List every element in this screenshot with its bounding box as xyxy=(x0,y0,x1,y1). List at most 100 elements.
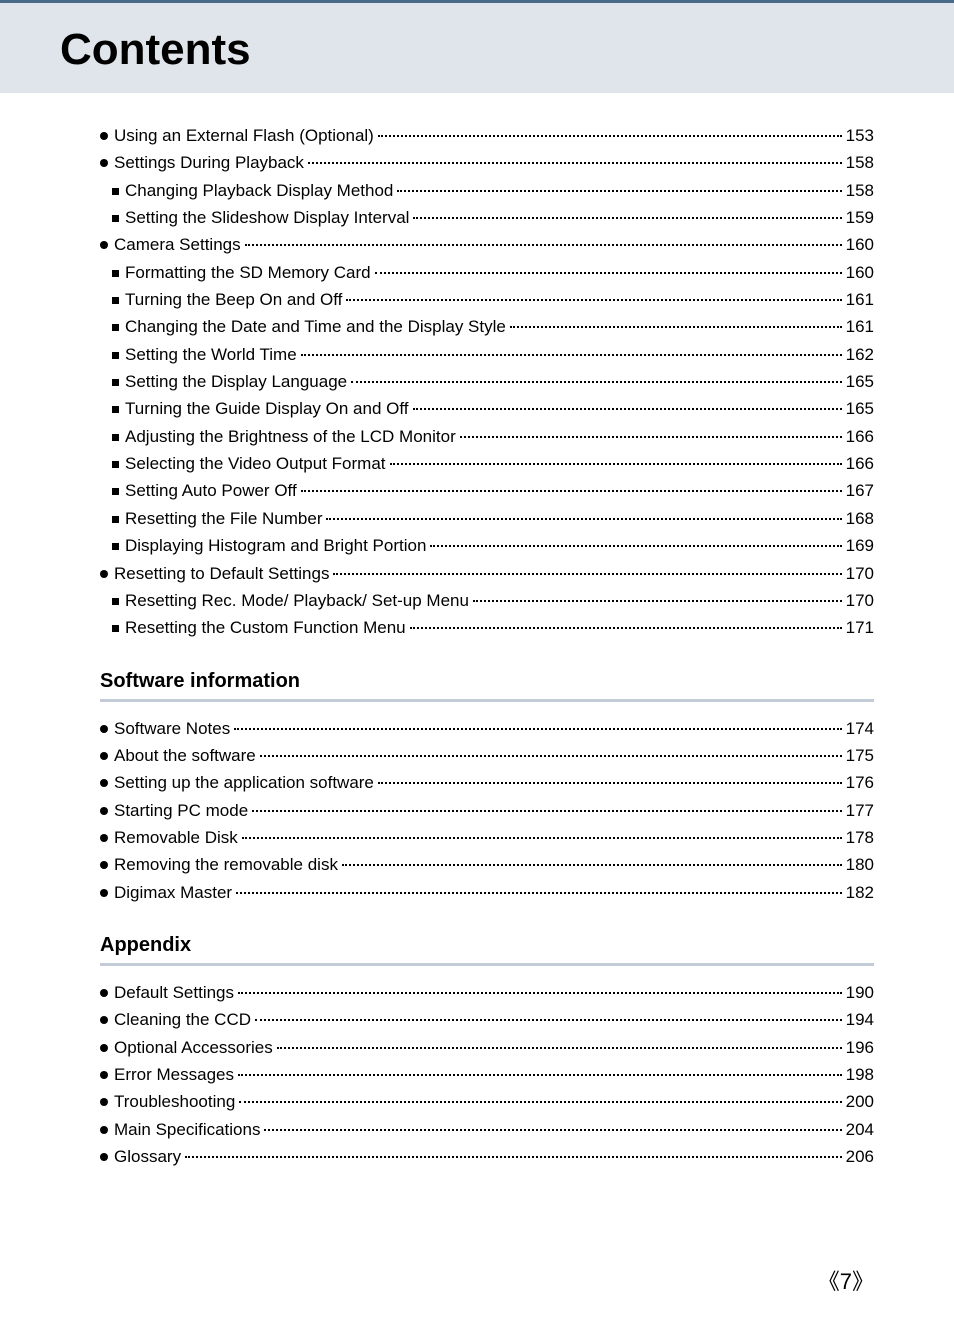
toc-page-number: 177 xyxy=(846,798,874,824)
toc-page-number: 175 xyxy=(846,743,874,769)
toc-label: Changing Playback Display Method xyxy=(125,178,393,204)
toc-page-number: 196 xyxy=(846,1035,874,1061)
bullet-round-icon xyxy=(100,779,108,787)
toc-page-number: 171 xyxy=(846,615,874,641)
toc-page-number: 180 xyxy=(846,852,874,878)
bullet-square-icon xyxy=(112,324,119,331)
bullet-round-icon xyxy=(100,1016,108,1024)
bullet-round-icon xyxy=(100,159,108,167)
toc-leader-dots xyxy=(238,1074,842,1076)
toc-page-number: 169 xyxy=(846,533,874,559)
angle-bracket-left: 《 xyxy=(818,1269,840,1294)
toc-line: Main Specifications 204 xyxy=(100,1117,874,1143)
toc-leader-dots xyxy=(326,518,841,520)
toc-leader-dots xyxy=(255,1019,842,1021)
toc-line: Displaying Histogram and Bright Portion1… xyxy=(100,533,874,559)
toc-label: Error Messages xyxy=(114,1062,234,1088)
toc-label: Turning the Guide Display On and Off xyxy=(125,396,409,422)
toc-page-number: 158 xyxy=(846,150,874,176)
toc-leader-dots xyxy=(378,782,842,784)
toc-leader-dots xyxy=(346,299,841,301)
bullet-round-icon xyxy=(100,989,108,997)
toc-page-number: 178 xyxy=(846,825,874,851)
toc-label: Cleaning the CCD xyxy=(114,1007,251,1033)
toc-leader-dots xyxy=(351,381,842,383)
toc-label: Troubleshooting xyxy=(114,1089,235,1115)
bullet-square-icon xyxy=(112,379,119,386)
bullet-round-icon xyxy=(100,241,108,249)
bullet-round-icon xyxy=(100,1153,108,1161)
toc-page-number: 160 xyxy=(846,232,874,258)
toc-line: Formatting the SD Memory Card160 xyxy=(100,260,874,286)
toc-line: Resetting to Default Settings170 xyxy=(100,561,874,587)
toc-label: Setting the Display Language xyxy=(125,369,347,395)
toc-page-number: 167 xyxy=(846,478,874,504)
toc-line: Resetting Rec. Mode/ Playback/ Set-up Me… xyxy=(100,588,874,614)
bullet-square-icon xyxy=(112,488,119,495)
toc-page-number: 206 xyxy=(846,1144,874,1170)
toc-leader-dots xyxy=(413,217,841,219)
toc-page-number: 200 xyxy=(846,1089,874,1115)
page-title: Contents xyxy=(60,25,894,75)
toc-label: Setting the Slideshow Display Interval xyxy=(125,205,409,231)
toc-leader-dots xyxy=(234,728,841,730)
toc-line: Software Notes174 xyxy=(100,716,874,742)
toc-line: Removing the removable disk180 xyxy=(100,852,874,878)
toc-leader-dots xyxy=(342,864,842,866)
toc-page-number: 182 xyxy=(846,880,874,906)
toc-label: Main Specifications xyxy=(114,1117,260,1143)
toc-line: Resetting the File Number168 xyxy=(100,506,874,532)
bullet-square-icon xyxy=(112,188,119,195)
section-title-appendix: Appendix xyxy=(100,934,874,957)
toc-main-list: Using an External Flash (Optional)153Set… xyxy=(100,123,874,642)
toc-line: Settings During Playback 158 xyxy=(100,150,874,176)
toc-leader-dots xyxy=(375,272,842,274)
bullet-round-icon xyxy=(100,1044,108,1052)
section-title-software: Software information xyxy=(100,670,874,693)
content-area: Using an External Flash (Optional)153Set… xyxy=(0,93,954,1170)
page-number: 《7》 xyxy=(818,1264,874,1296)
toc-label: Default Settings xyxy=(114,980,234,1006)
toc-page-number: 166 xyxy=(846,424,874,450)
toc-page-number: 198 xyxy=(846,1062,874,1088)
toc-page-number: 170 xyxy=(846,588,874,614)
bullet-round-icon xyxy=(100,132,108,140)
toc-label: Settings During Playback xyxy=(114,150,304,176)
toc-line: Cleaning the CCD 194 xyxy=(100,1007,874,1033)
toc-page-number: 160 xyxy=(846,260,874,286)
toc-label: Digimax Master xyxy=(114,880,232,906)
toc-label: Adjusting the Brightness of the LCD Moni… xyxy=(125,424,456,450)
toc-label: Setting Auto Power Off xyxy=(125,478,297,504)
toc-label: About the software xyxy=(114,743,256,769)
toc-page-number: 161 xyxy=(846,314,874,340)
bullet-square-icon xyxy=(112,543,119,550)
bullet-square-icon xyxy=(112,215,119,222)
page-number-value: 7 xyxy=(840,1269,852,1294)
toc-label: Using an External Flash (Optional) xyxy=(114,123,374,149)
bullet-round-icon xyxy=(100,889,108,897)
toc-leader-dots xyxy=(510,326,842,328)
toc-label: Software Notes xyxy=(114,716,230,742)
bullet-square-icon xyxy=(112,461,119,468)
toc-line: Setting the Slideshow Display Interval 15… xyxy=(100,205,874,231)
toc-label: Resetting to Default Settings xyxy=(114,561,329,587)
bullet-square-icon xyxy=(112,598,119,605)
toc-page-number: 159 xyxy=(846,205,874,231)
toc-leader-dots xyxy=(238,992,842,994)
bullet-square-icon xyxy=(112,625,119,632)
toc-label: Starting PC mode xyxy=(114,798,248,824)
toc-page-number: 165 xyxy=(846,396,874,422)
toc-leader-dots xyxy=(430,545,841,547)
toc-label: Resetting the File Number xyxy=(125,506,322,532)
toc-page-number: 165 xyxy=(846,369,874,395)
toc-page-number: 194 xyxy=(846,1007,874,1033)
toc-leader-dots xyxy=(301,354,842,356)
bullet-square-icon xyxy=(112,434,119,441)
toc-page-number: 204 xyxy=(846,1117,874,1143)
bullet-round-icon xyxy=(100,725,108,733)
toc-label: Resetting the Custom Function Menu xyxy=(125,615,406,641)
toc-line: Changing Playback Display Method158 xyxy=(100,178,874,204)
toc-leader-dots xyxy=(333,573,841,575)
bullet-square-icon xyxy=(112,406,119,413)
toc-line: Using an External Flash (Optional)153 xyxy=(100,123,874,149)
